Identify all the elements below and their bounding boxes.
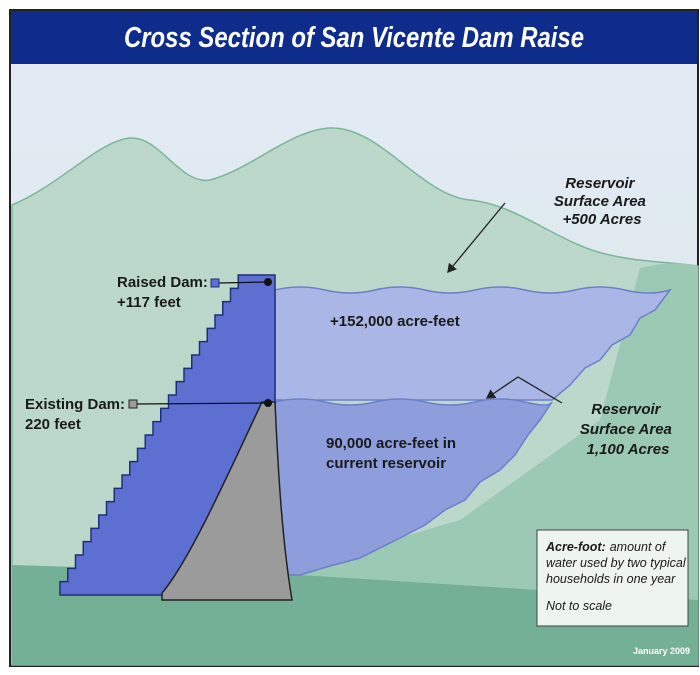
label: Existing Dam: 220 feet [25,396,129,433]
note: Acre-foot: amount of water used by two ty… [545,540,689,613]
label: 90,000 acre-feet in current reservoir [326,435,460,472]
title-bar [11,11,697,64]
leader [136,402,269,405]
label: Raised Dam: +117 feet [117,274,212,311]
label: +152,000 acre-feet [330,313,460,330]
title: Cross Section of San Vicente Dam Raise [124,22,584,54]
label: Reservoir Surface Area +500 Acres [554,175,650,228]
existing-dam [161,401,293,601]
arrow [447,202,506,274]
hillside [12,263,698,665]
label: Reservoir Surface Area 1,100 Acres [580,401,676,458]
legend-square [210,278,220,288]
legend-square [128,399,138,409]
note-box [536,529,689,627]
leader [218,281,269,284]
arrow [485,376,563,404]
water-current [274,398,553,576]
water-added [274,286,672,401]
date: January 2009 [633,646,690,656]
